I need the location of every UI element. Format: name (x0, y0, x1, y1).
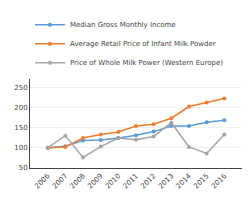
svg-text:250: 250 (14, 84, 27, 92)
svg-text:2011: 2011 (122, 172, 140, 190)
svg-text:Price of Whole Milk Power (Wes: Price of Whole Milk Power (Western Europ… (70, 59, 223, 67)
svg-text:2009: 2009 (86, 172, 104, 190)
svg-text:2012: 2012 (139, 172, 157, 190)
svg-text:2013: 2013 (157, 172, 175, 190)
svg-text:2008: 2008 (69, 172, 87, 190)
svg-text:50: 50 (19, 164, 28, 172)
svg-text:Average Retail Price of Infant: Average Retail Price of Infant Milk Powd… (70, 40, 216, 48)
svg-text:2016: 2016 (210, 172, 229, 191)
svg-text:2014: 2014 (175, 172, 194, 191)
svg-text:100: 100 (14, 144, 27, 152)
svg-text:2006: 2006 (33, 172, 52, 191)
svg-text:2015: 2015 (192, 172, 210, 190)
svg-text:200: 200 (14, 104, 27, 112)
svg-text:2010: 2010 (104, 172, 122, 190)
svg-text:2007: 2007 (51, 172, 69, 190)
svg-text:150: 150 (14, 124, 27, 132)
svg-text:Median Gross Monthly Income: Median Gross Monthly Income (70, 21, 176, 29)
